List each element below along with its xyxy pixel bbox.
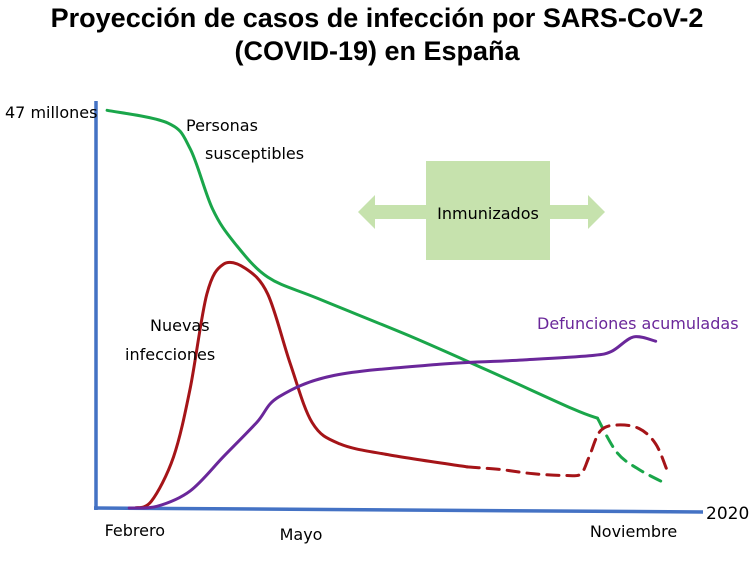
chart-title-line-1: Proyección de casos de infección por SAR… [50,3,704,33]
x-tick-label-mayo: Mayo [280,525,323,544]
series-label-susceptibles-line-1: Personas [186,116,258,135]
series-label-infecciones-line-2: infecciones [125,345,215,364]
x-tick-labels: Febrero Mayo Noviembre [105,521,678,544]
series-label-defunciones: Defunciones acumuladas [537,314,739,333]
inmunizados-label: Inmunizados [437,204,539,223]
series-label-susceptibles-line-2: susceptibles [205,144,304,163]
y-axis-top-label: 47 millones [5,103,97,122]
chart-title: Proyección de casos de infección por SAR… [0,2,754,68]
series-label-infecciones-line-1: Nuevas [150,316,210,335]
right-arrow-icon [548,195,605,229]
inmunizados-annotation: Inmunizados [358,161,605,260]
series-line-susceptibles-dashed [596,416,669,486]
series-line-defunciones-solid [127,335,658,510]
x-tick-label-noviembre: Noviembre [590,522,677,541]
series-line-susceptibles-solid [105,108,599,420]
x-axis-year-label: 2020 [706,504,749,524]
left-arrow-icon [358,195,428,229]
chart-title-line-2: (COVID-19) en España [234,36,520,66]
x-axis [93,506,704,514]
x-tick-label-febrero: Febrero [105,521,165,540]
series-layer [105,108,669,510]
inmunizados-box [426,161,550,260]
series-line-nuevas-infecciones-dashed [465,423,669,478]
series-line-nuevas-infecciones-solid [133,260,469,510]
